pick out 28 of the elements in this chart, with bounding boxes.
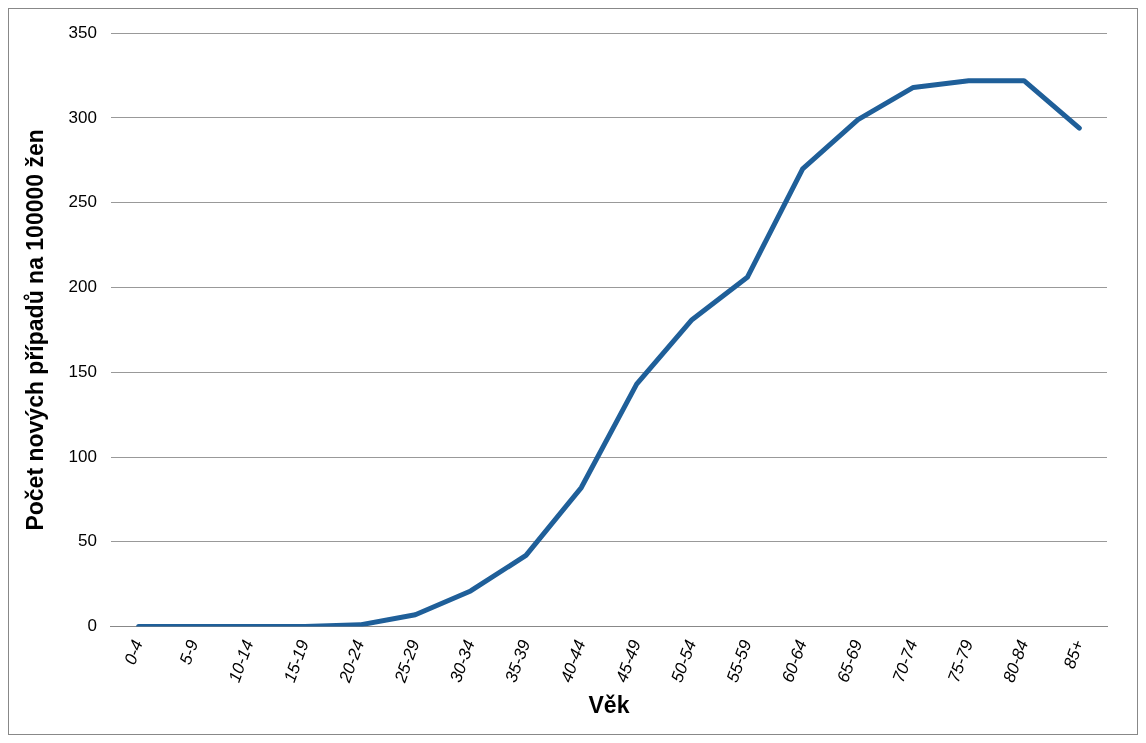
x-tick-label: 20-24 [335, 637, 369, 686]
y-tick-label: 300 [68, 107, 97, 127]
y-tick-label: 350 [68, 22, 97, 42]
x-tick-label: 10-14 [224, 637, 258, 685]
x-axis-title: Věk [588, 691, 630, 718]
x-tick-label: 80-84 [999, 637, 1033, 685]
x-tick-label: 70-74 [888, 637, 922, 685]
x-tick-label: 40-44 [556, 637, 590, 685]
x-tick-label: 35-39 [501, 637, 535, 685]
y-tick-label: 200 [68, 277, 97, 297]
x-tick-label: 85+ [1059, 637, 1088, 672]
x-tick-label: 45-49 [612, 637, 646, 685]
x-tick-label: 50-54 [667, 637, 701, 685]
x-tick-label: 25-29 [390, 637, 424, 686]
x-tick-label: 65-69 [833, 637, 867, 685]
x-tick-label: 30-34 [446, 637, 479, 685]
y-tick-label: 50 [78, 531, 97, 551]
x-tick-label: 15-19 [280, 637, 314, 685]
y-tick-label: 150 [68, 361, 97, 381]
y-tick-label: 100 [68, 446, 97, 466]
y-tick-label: 0 [87, 616, 97, 636]
x-tick-label: 0-4 [120, 637, 147, 668]
y-tick-label: 250 [68, 192, 97, 212]
x-tick-label: 55-59 [722, 637, 756, 685]
x-tick-label: 60-64 [778, 637, 811, 685]
x-tick-label: 75-79 [944, 637, 978, 685]
y-axis-title: Počet nových případů na 100000 žen [22, 129, 49, 531]
x-tick-label: 5-9 [175, 637, 203, 668]
